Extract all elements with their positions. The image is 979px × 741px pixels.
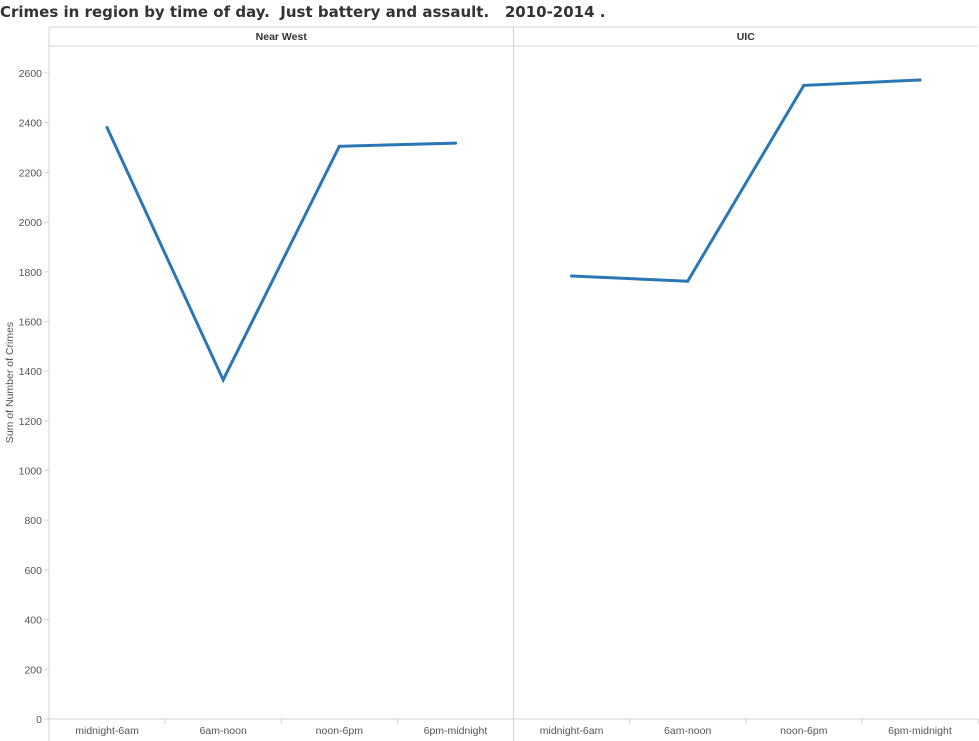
y-tick-label: 1000 — [19, 466, 43, 478]
data-point — [221, 378, 225, 382]
y-tick-label: 1800 — [19, 267, 43, 279]
x-tick-label: 6am-noon — [664, 725, 711, 737]
y-tick-label: 400 — [24, 615, 42, 627]
panel-near-west: Near West midnight-6am 6am-noon noon-6pm 6pm… — [48, 31, 514, 737]
y-tick-label: 2200 — [19, 167, 43, 179]
data-point — [918, 78, 922, 82]
y-tick-label: 2000 — [19, 217, 43, 229]
x-tick-label: 6pm-midnight — [424, 725, 488, 737]
x-tick-label: noon-6pm — [780, 725, 828, 737]
data-point — [802, 83, 806, 87]
panel-title: Near West — [256, 31, 308, 43]
y-axis: 0 200 400 600 800 1000 1200 1400 1600 1800 2000 220… — [4, 68, 49, 726]
chart-title: Crimes in region by time of day. Just ba… — [0, 3, 606, 21]
chart-panels: Near West midnight-6am 6am-noon noon-6pm 6pm… — [48, 27, 979, 741]
y-tick-label: 0 — [36, 714, 42, 726]
data-point — [570, 274, 574, 278]
x-tick-label: midnight-6am — [540, 725, 604, 737]
x-tick-label: 6am-noon — [200, 725, 247, 737]
x-tick-label: noon-6pm — [316, 725, 364, 737]
panel-uic: UIC midnight-6am 6am-noon noon-6pm 6pm-midni… — [513, 27, 979, 741]
y-tick-label: 600 — [24, 565, 42, 577]
y-tick-label: 2400 — [19, 118, 43, 130]
x-tick-label: 6pm-midnight — [888, 725, 952, 737]
y-tick-label: 1200 — [19, 416, 43, 428]
series-line — [105, 126, 457, 384]
data-point — [337, 144, 341, 148]
y-tick-label: 1400 — [19, 366, 43, 378]
x-tick-label: midnight-6am — [75, 725, 139, 737]
y-tick-label: 200 — [24, 664, 42, 676]
y-axis-title: Sum of Number of Crimes — [4, 322, 16, 443]
y-tick-label: 800 — [24, 515, 42, 527]
data-point — [453, 141, 457, 145]
data-point — [105, 126, 109, 130]
y-tick-label: 1600 — [19, 316, 43, 328]
series-line — [570, 78, 922, 283]
y-tick-label: 2600 — [19, 68, 43, 80]
data-point — [686, 279, 690, 283]
panel-title: UIC — [737, 31, 756, 43]
